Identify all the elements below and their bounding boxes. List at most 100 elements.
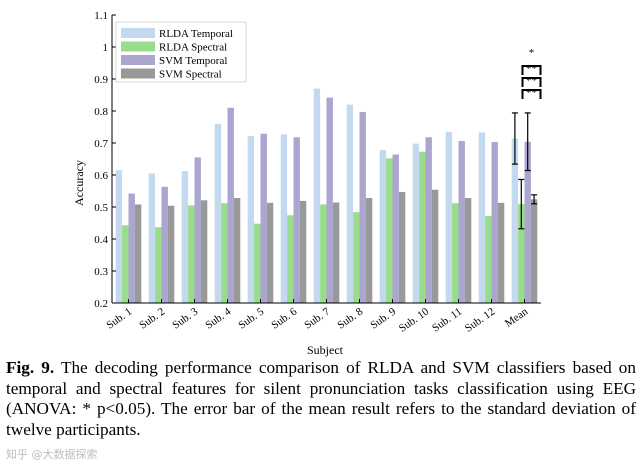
bar-svm-temporal-6 [293, 137, 300, 303]
caption-label: Fig. 9. [6, 358, 55, 377]
y-tick-label: 1 [103, 42, 109, 54]
bar-rlda-temporal-8 [346, 104, 354, 303]
figure-caption: Fig. 9. The decoding performance compari… [6, 358, 636, 440]
bar-svm-spectral-9 [398, 191, 406, 303]
bar-svm-temporal-12 [491, 142, 498, 303]
y-tick-label: 0.7 [94, 138, 108, 150]
x-tick-label: Mean [503, 305, 531, 329]
y-tick-label: 1.1 [94, 10, 108, 22]
bar-rlda-spectral-8 [353, 212, 360, 303]
bar-rlda-temporal-10 [412, 143, 420, 303]
y-tick-label: 0.8 [94, 106, 108, 118]
bar-rlda-temporal-11 [445, 131, 453, 303]
bar-svm-temporal-4 [227, 107, 234, 303]
bar-rlda-spectral-13 [518, 204, 525, 303]
bar-rlda-temporal-12 [478, 132, 486, 303]
bar-rlda-temporal-7 [313, 88, 321, 303]
x-tick-label: Sub. 10 [397, 305, 432, 334]
bar-rlda-temporal-3 [181, 171, 189, 303]
legend-swatch [121, 68, 155, 79]
bar-svm-spectral-6 [299, 200, 307, 303]
bar-svm-temporal-9 [392, 154, 399, 303]
significance-asterisk: ** [526, 75, 537, 87]
significance-asterisk: ** [526, 87, 537, 99]
error-bars [511, 112, 538, 230]
bar-svm-spectral-10 [431, 189, 439, 303]
bar-rlda-spectral-11 [452, 203, 459, 303]
bar-rlda-spectral-3 [188, 205, 195, 303]
significance-bracket [521, 65, 542, 75]
y-tick-label: 0.2 [94, 298, 108, 310]
legend-swatch [121, 28, 155, 38]
x-axis-label: Subject [307, 343, 344, 357]
legend-entry: SVM Temporal [159, 55, 227, 67]
x-tick-label: Sub. 1 [104, 306, 134, 332]
y-tick-label: 0.9 [94, 74, 108, 86]
bar-svm-temporal-5 [260, 133, 267, 303]
x-tick-label: Sub. 9 [368, 305, 398, 331]
bar-rlda-spectral-4 [221, 203, 228, 303]
significance-markers: ******* [521, 47, 542, 99]
x-tick-label: Sub. 4 [203, 305, 233, 331]
bar-svm-spectral-5 [266, 202, 274, 303]
x-tick-label: Sub. 12 [463, 306, 497, 335]
significance-bracket [521, 77, 542, 87]
bar-chart: ******* 0.20.30.40.50.60.70.80.911.1Sub.… [72, 10, 542, 357]
bar-svm-temporal-3 [194, 157, 201, 303]
x-tick-label: Sub. 8 [335, 305, 365, 331]
bar-rlda-temporal-4 [214, 123, 222, 303]
significance-bracket [521, 89, 542, 99]
legend-entry: SVM Spectral [159, 69, 222, 81]
bar-rlda-spectral-12 [485, 215, 492, 303]
significance-asterisk: * [529, 47, 535, 59]
legend-swatch [121, 55, 155, 65]
bar-svm-spectral-2 [167, 205, 175, 303]
caption-text: The decoding performance comparison of R… [6, 358, 636, 439]
bar-rlda-spectral-1 [122, 225, 129, 303]
bar-svm-temporal-7 [326, 97, 333, 303]
y-tick-label: 0.5 [94, 202, 108, 214]
y-tick-label: 0.3 [94, 266, 108, 278]
bar-svm-spectral-1 [134, 204, 142, 303]
bar-rlda-temporal-6 [280, 134, 288, 303]
y-tick-label: 0.4 [94, 234, 108, 246]
bar-svm-spectral-3 [200, 200, 208, 303]
bar-rlda-spectral-10 [419, 151, 426, 303]
bar-rlda-temporal-9 [379, 150, 387, 303]
bar-rlda-spectral-5 [254, 223, 261, 303]
x-tick-label: Sub. 5 [236, 305, 266, 331]
bar-rlda-spectral-6 [287, 215, 294, 303]
bar-svm-spectral-12 [497, 202, 505, 303]
bar-rlda-temporal-5 [247, 135, 255, 303]
y-tick-label: 0.6 [94, 170, 108, 182]
y-axis-label: Accuracy [72, 160, 86, 206]
bar-rlda-spectral-2 [155, 227, 162, 303]
significance-asterisk: ** [526, 63, 537, 75]
bar-rlda-temporal-1 [115, 170, 123, 303]
x-tick-label: Sub. 2 [137, 306, 167, 332]
legend-entry: RLDA Temporal [159, 28, 233, 40]
bar-svm-temporal-10 [425, 137, 432, 303]
bar-svm-spectral-7 [332, 202, 340, 303]
bar-rlda-temporal-13 [511, 138, 519, 303]
x-tick-label: Sub. 7 [302, 305, 332, 331]
bar-svm-spectral-13 [530, 199, 538, 303]
bar-rlda-temporal-2 [148, 173, 156, 303]
bar-rlda-spectral-9 [386, 158, 393, 303]
bars [115, 88, 538, 304]
legend-swatch [121, 41, 155, 52]
bar-svm-temporal-11 [458, 141, 465, 303]
bar-svm-spectral-11 [464, 198, 472, 303]
bar-rlda-spectral-7 [320, 204, 327, 303]
legend-entry: RLDA Spectral [159, 42, 227, 54]
watermark: 知乎 @大数据探索 [6, 448, 98, 461]
x-tick-label: Sub. 3 [170, 305, 200, 331]
bar-svm-spectral-4 [233, 198, 241, 303]
bar-svm-temporal-8 [359, 111, 366, 304]
bar-svm-temporal-1 [128, 193, 135, 303]
bar-svm-temporal-13 [524, 141, 531, 303]
bar-svm-spectral-8 [365, 198, 373, 303]
x-tick-label: Sub. 11 [430, 306, 464, 335]
bar-svm-temporal-2 [161, 186, 168, 303]
